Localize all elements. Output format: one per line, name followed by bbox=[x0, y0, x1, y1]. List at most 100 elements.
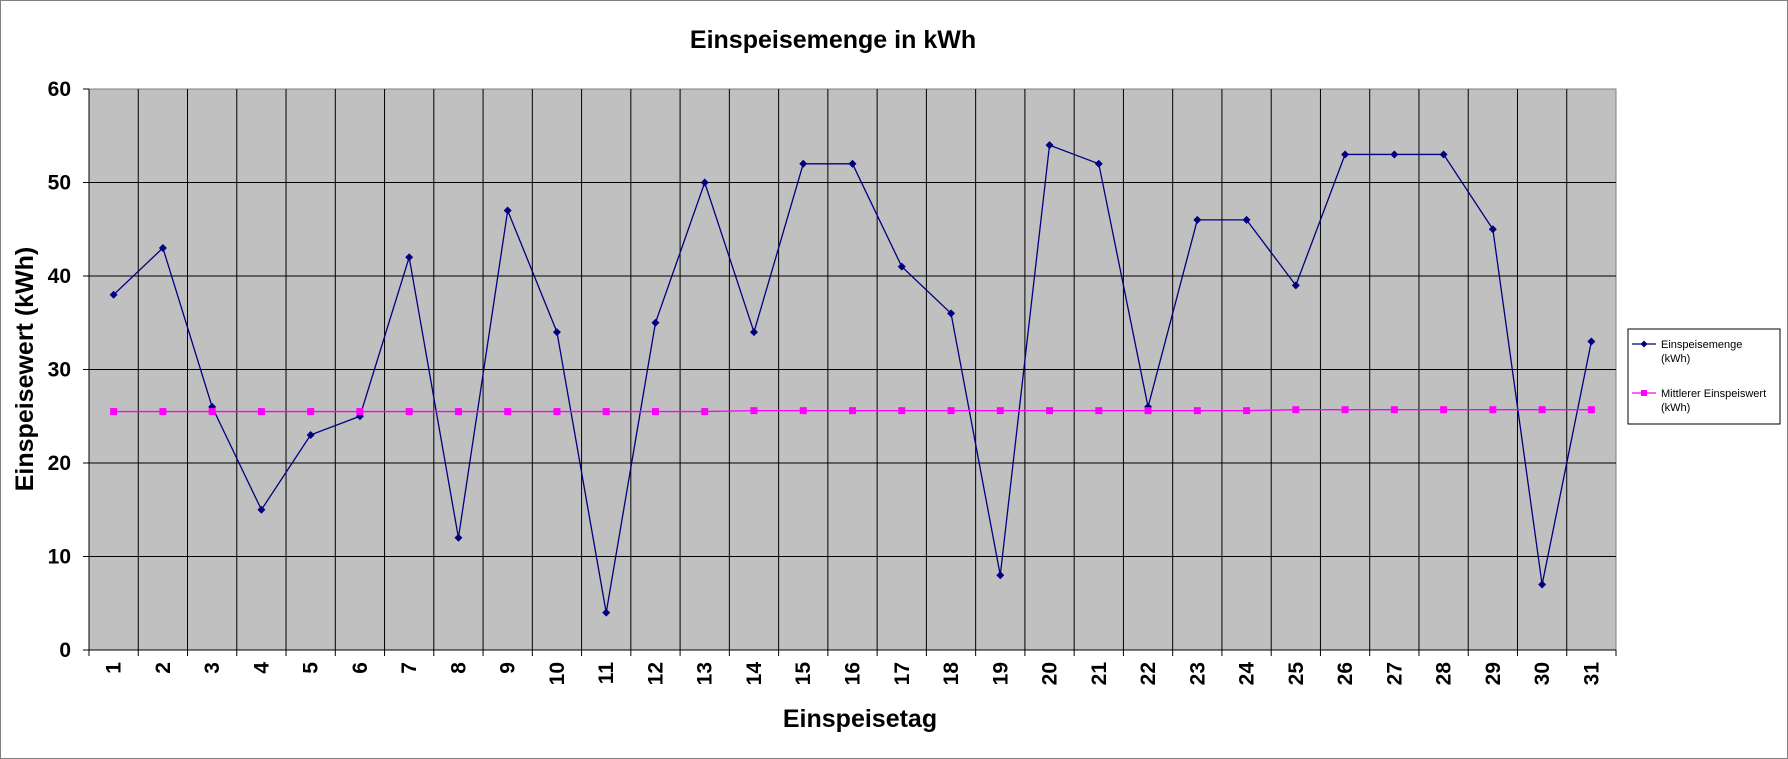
x-tick-label: 12 bbox=[644, 662, 667, 685]
data-point bbox=[701, 408, 709, 416]
legend-label: Mittlerer Einspeiswert bbox=[1661, 388, 1766, 400]
x-tick-label: 20 bbox=[1039, 662, 1062, 685]
y-tick-label: 50 bbox=[48, 172, 71, 195]
data-point bbox=[356, 408, 364, 416]
data-point bbox=[749, 328, 758, 337]
x-tick-label: 16 bbox=[842, 662, 865, 685]
x-tick-label: 25 bbox=[1285, 662, 1308, 686]
data-point bbox=[996, 571, 1005, 580]
y-tick-label: 30 bbox=[48, 359, 71, 382]
data-point bbox=[405, 253, 414, 262]
y-tick-label: 60 bbox=[48, 78, 71, 101]
y-tick-label: 20 bbox=[48, 452, 71, 475]
legend-label: Einspeisemenge bbox=[1661, 339, 1742, 351]
x-tick-label: 17 bbox=[891, 662, 914, 685]
data-point bbox=[947, 407, 955, 415]
data-point bbox=[602, 608, 611, 617]
x-tick-label: 26 bbox=[1334, 662, 1357, 685]
legend-marker bbox=[1641, 390, 1647, 396]
legend-label: (kWh) bbox=[1661, 402, 1690, 414]
data-point bbox=[109, 290, 118, 299]
series-mittlerer-einspeiswert bbox=[110, 406, 1595, 416]
x-tick-label: 3 bbox=[201, 662, 224, 674]
x-tick-label: 22 bbox=[1137, 662, 1160, 685]
legend: Einspeisemenge (kWh) Mittlerer Einspeiswer… bbox=[1627, 328, 1781, 425]
x-tick-label: 29 bbox=[1482, 662, 1505, 685]
data-point bbox=[1193, 215, 1202, 224]
data-point bbox=[504, 408, 512, 416]
data-point bbox=[799, 159, 808, 168]
x-tick-label: 6 bbox=[349, 662, 372, 674]
y-axis-label: Einspeisewert (kWh) bbox=[11, 247, 39, 492]
x-axis-label: Einspeisetag bbox=[783, 705, 937, 733]
y-tick-label: 40 bbox=[48, 265, 71, 288]
x-tick-label: 30 bbox=[1531, 662, 1554, 685]
data-point bbox=[848, 159, 857, 168]
data-point bbox=[307, 408, 315, 416]
data-point bbox=[1242, 215, 1251, 224]
data-point bbox=[1292, 406, 1300, 414]
data-point bbox=[257, 408, 265, 416]
data-point bbox=[1390, 150, 1399, 159]
legend-label: (kWh) bbox=[1661, 353, 1690, 365]
data-point bbox=[1341, 406, 1349, 414]
y-tick-label: 0 bbox=[59, 639, 71, 662]
x-tick-label: 27 bbox=[1383, 662, 1406, 685]
x-tick-label: 24 bbox=[1236, 662, 1259, 686]
data-point bbox=[454, 533, 463, 542]
legend-box bbox=[1627, 328, 1781, 425]
data-point bbox=[503, 206, 512, 215]
x-tick-label: 19 bbox=[989, 662, 1012, 685]
x-tick-label: 4 bbox=[250, 662, 273, 674]
data-point bbox=[1045, 141, 1054, 150]
data-point bbox=[897, 262, 906, 271]
data-point bbox=[651, 408, 659, 416]
data-point bbox=[996, 407, 1004, 415]
x-tick-label: 11 bbox=[595, 662, 618, 685]
data-point bbox=[553, 408, 561, 416]
data-point bbox=[1538, 580, 1547, 589]
x-tick-label: 1 bbox=[103, 662, 126, 674]
data-point bbox=[1440, 406, 1448, 414]
data-point bbox=[1046, 407, 1054, 415]
data-point bbox=[1193, 407, 1201, 415]
x-tick-label: 31 bbox=[1580, 662, 1603, 686]
data-point bbox=[454, 408, 462, 416]
data-point bbox=[1341, 150, 1350, 159]
data-point bbox=[1095, 407, 1103, 415]
legend-marker bbox=[1640, 340, 1648, 348]
data-point bbox=[651, 318, 660, 327]
data-point bbox=[849, 407, 856, 415]
data-point bbox=[1094, 159, 1103, 168]
data-point bbox=[208, 408, 216, 416]
data-point bbox=[898, 407, 906, 415]
data-point bbox=[1587, 406, 1595, 414]
y-tick-label: 10 bbox=[48, 546, 71, 569]
data-point bbox=[700, 178, 709, 187]
data-point bbox=[306, 430, 315, 439]
data-point bbox=[799, 407, 807, 415]
x-tick-label: 15 bbox=[792, 662, 815, 686]
y-axis: 0 10 20 30 40 50 60 bbox=[48, 78, 90, 662]
data-point bbox=[1538, 406, 1546, 414]
data-point bbox=[1144, 407, 1152, 415]
data-point bbox=[1587, 337, 1596, 346]
x-tick-label: 7 bbox=[398, 662, 421, 674]
data-point bbox=[1489, 406, 1497, 414]
x-tick-label: 23 bbox=[1186, 662, 1209, 685]
x-tick-label: 18 bbox=[940, 662, 963, 686]
data-point bbox=[750, 407, 758, 415]
x-tick-label: 5 bbox=[300, 662, 323, 674]
series-layer bbox=[109, 141, 1596, 617]
x-tick-label: 28 bbox=[1433, 662, 1456, 686]
data-point bbox=[158, 243, 167, 252]
x-tick-label: 8 bbox=[447, 662, 470, 674]
x-tick-label: 13 bbox=[694, 662, 717, 685]
data-point bbox=[1390, 406, 1398, 414]
data-point bbox=[1243, 407, 1251, 415]
x-tick-label: 2 bbox=[152, 662, 175, 674]
data-point bbox=[552, 328, 561, 337]
chart-title: Einspeisemenge in kWh bbox=[690, 26, 976, 54]
data-point bbox=[1291, 281, 1300, 290]
